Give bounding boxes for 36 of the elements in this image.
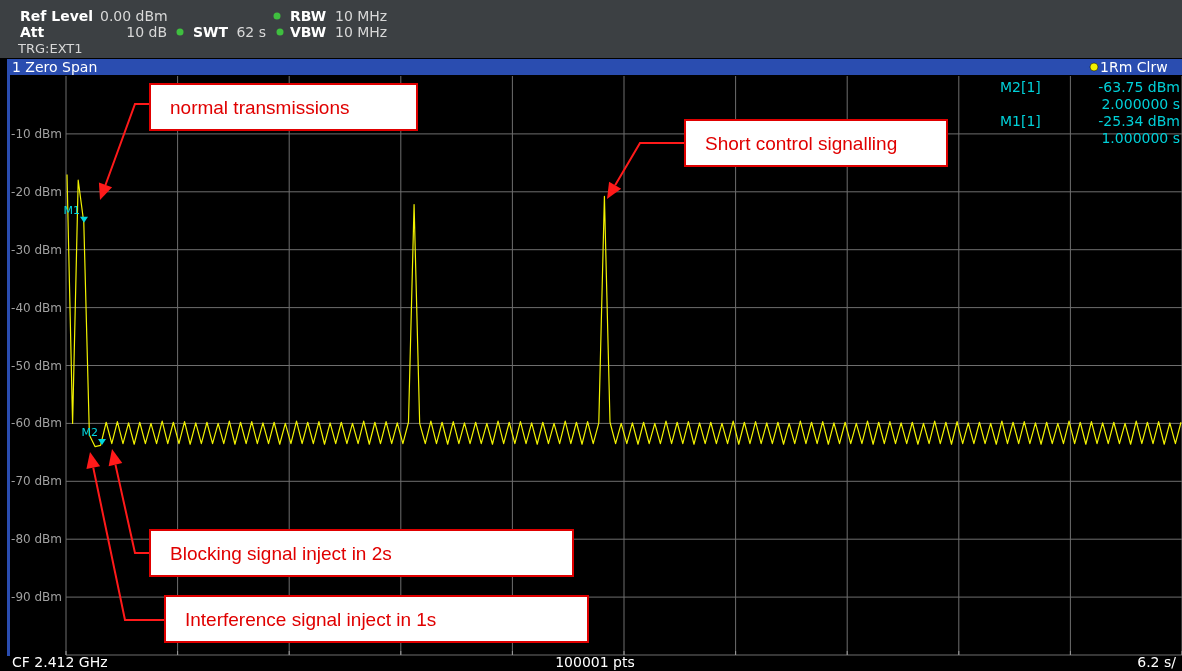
y-tick-label: -90 dBm bbox=[11, 590, 62, 605]
annotation: CF 2.412 GHz bbox=[12, 654, 108, 670]
annotation: Short control signalling bbox=[705, 133, 898, 154]
annotation: Interference signal inject in 1s bbox=[185, 609, 437, 630]
annotation: Blocking signal inject in 2s bbox=[170, 543, 392, 564]
y-tick-label: -40 dBm bbox=[11, 300, 62, 315]
annotation: -63.75 dBm bbox=[1098, 79, 1180, 95]
text: 10 MHz bbox=[335, 24, 388, 40]
text: 10 dB bbox=[126, 24, 167, 40]
text: TRG:EXT1 bbox=[17, 41, 83, 56]
y-tick-label: -50 dBm bbox=[11, 358, 62, 373]
text: 10 MHz bbox=[335, 8, 388, 24]
chart-title: 1 Zero Span bbox=[12, 59, 98, 75]
annotation: 1.000000 s bbox=[1101, 130, 1180, 146]
annotation: M2[1] bbox=[1000, 79, 1041, 95]
legend-label: 1Rm Clrw bbox=[1100, 59, 1168, 75]
y-tick-label: -70 dBm bbox=[11, 474, 62, 489]
y-tick-label: -80 dBm bbox=[11, 532, 62, 547]
annotation: normal transmissions bbox=[170, 97, 350, 118]
annotation: -25.34 dBm bbox=[1098, 113, 1180, 129]
text: Ref Level bbox=[20, 8, 94, 24]
text: VBW bbox=[290, 24, 327, 40]
text: Att bbox=[20, 24, 45, 40]
y-tick-label: -20 dBm bbox=[11, 184, 62, 199]
annotation: M1[1] bbox=[1000, 113, 1041, 129]
text: 0.00 dBm bbox=[100, 8, 168, 24]
y-tick-label: -30 dBm bbox=[11, 242, 62, 257]
text: RBW bbox=[290, 8, 327, 24]
annotation: 6.2 s/ bbox=[1137, 654, 1177, 670]
annotation: 2.000000 s bbox=[1101, 96, 1180, 112]
text: SWT bbox=[193, 24, 229, 40]
line-series bbox=[66, 173, 1182, 448]
annotation: 100001 pts bbox=[555, 654, 635, 670]
y-tick-label: -10 dBm bbox=[11, 126, 62, 141]
text: 62 s bbox=[236, 24, 266, 40]
y-tick-label: -60 dBm bbox=[11, 416, 62, 431]
